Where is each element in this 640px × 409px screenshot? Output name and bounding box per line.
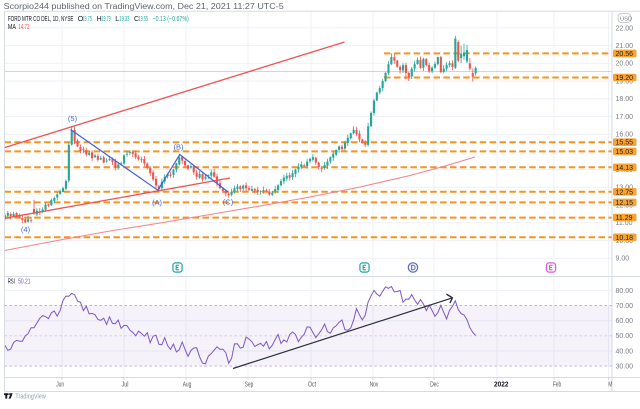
svg-text:Oct: Oct	[308, 382, 316, 389]
svg-text:17.00: 17.00	[616, 114, 634, 121]
svg-text:19.20: 19.20	[616, 75, 634, 82]
svg-text:16.00: 16.00	[616, 132, 634, 139]
svg-text:20.56: 20.56	[616, 51, 634, 58]
svg-text:11.29: 11.29	[616, 215, 633, 222]
svg-text:9.00: 9.00	[616, 256, 630, 263]
svg-text:Feb: Feb	[553, 382, 561, 389]
svg-text:USD: USD	[620, 16, 632, 22]
svg-text:RSI: RSI	[8, 278, 15, 285]
svg-text:FORD MTR CO DEL, 1D, NYSE: FORD MTR CO DEL, 1D, NYSE	[8, 16, 74, 23]
svg-text:TradingView: TradingView	[15, 392, 46, 401]
svg-text:Jun: Jun	[56, 382, 64, 389]
svg-text:60.00: 60.00	[616, 318, 634, 325]
svg-text:Sep: Sep	[245, 382, 253, 389]
svg-text:50.00: 50.00	[616, 333, 634, 340]
svg-text:21.00: 21.00	[616, 43, 634, 50]
svg-text:40.00: 40.00	[616, 348, 634, 355]
svg-text:19.00: 19.00	[616, 78, 634, 85]
svg-text:(4): (4)	[21, 225, 31, 234]
svg-text:19.33: 19.33	[119, 16, 129, 23]
svg-text:(5): (5)	[68, 114, 78, 123]
svg-text:Jul: Jul	[122, 382, 129, 389]
svg-text:14.13: 14.13	[616, 165, 634, 172]
svg-text:80.00: 80.00	[616, 288, 634, 295]
svg-text:22.00: 22.00	[616, 25, 634, 32]
svg-text:2022: 2022	[494, 382, 509, 389]
svg-text:C: C	[134, 16, 139, 23]
svg-text:O: O	[78, 16, 84, 23]
svg-text:70.00: 70.00	[616, 303, 634, 310]
svg-text:19.75: 19.75	[82, 16, 92, 23]
svg-text:12.75: 12.75	[616, 189, 634, 196]
svg-text:19.79: 19.79	[102, 16, 111, 23]
svg-text:20.00: 20.00	[616, 61, 634, 68]
svg-text:MA: MA	[8, 24, 16, 31]
svg-text:−0.13 (−0.67%): −0.13 (−0.67%)	[153, 16, 189, 23]
svg-text:18.00: 18.00	[616, 96, 634, 103]
svg-text:50.21: 50.21	[18, 278, 31, 285]
svg-text:L: L	[115, 16, 119, 23]
svg-text:H: H	[97, 16, 102, 23]
svg-text:(C): (C)	[223, 198, 234, 207]
svg-text:Aug: Aug	[183, 382, 192, 389]
svg-text:19.55: 19.55	[139, 16, 148, 23]
svg-text:Scorpio244 published on Tradin: Scorpio244 published on TradingView.com,…	[4, 2, 285, 11]
svg-text:12.15: 12.15	[616, 200, 634, 207]
svg-text:10.18: 10.18	[616, 235, 634, 242]
svg-text:14.72: 14.72	[18, 24, 29, 31]
svg-text:15.55: 15.55	[616, 140, 634, 147]
svg-text:(B): (B)	[174, 143, 185, 152]
svg-text:30.00: 30.00	[616, 364, 634, 371]
svg-text:Nov: Nov	[370, 382, 379, 389]
svg-text:Dec: Dec	[430, 382, 439, 389]
svg-text:Mar: Mar	[608, 382, 617, 389]
svg-text:(A): (A)	[152, 198, 163, 207]
svg-text:15.03: 15.03	[616, 149, 634, 156]
svg-text:11.00: 11.00	[616, 220, 633, 227]
svg-text:10.00: 10.00	[616, 238, 634, 245]
